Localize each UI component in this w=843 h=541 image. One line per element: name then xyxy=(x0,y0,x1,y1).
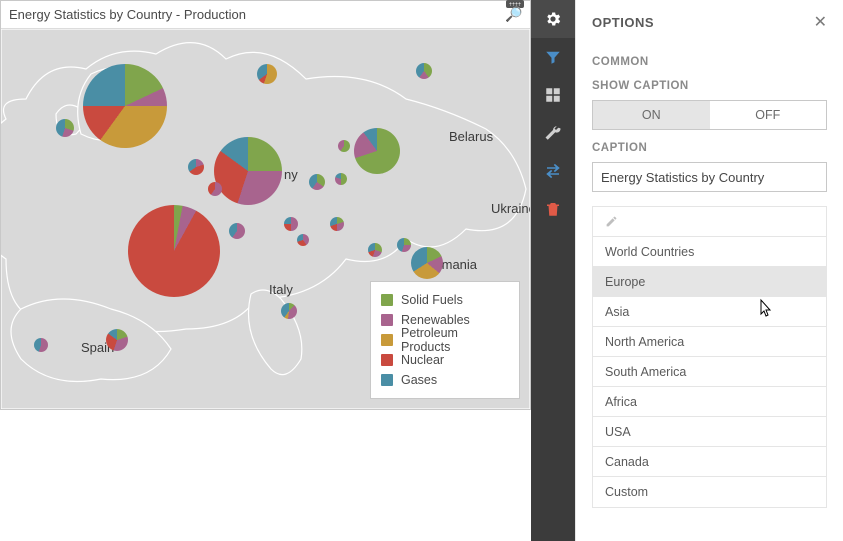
list-item[interactable]: World Countries xyxy=(593,237,826,267)
pie-marker[interactable] xyxy=(34,338,48,352)
filter-icon[interactable] xyxy=(531,38,575,76)
pie-marker[interactable] xyxy=(297,234,309,246)
list-item[interactable]: Custom xyxy=(593,477,826,507)
pie-marker[interactable] xyxy=(354,128,400,174)
map-titlebar: Energy Statistics by Country - Productio… xyxy=(1,1,530,29)
pencil-icon xyxy=(605,215,618,228)
list-item[interactable]: North America xyxy=(593,327,826,357)
delete-icon[interactable] xyxy=(531,190,575,228)
pie-marker[interactable] xyxy=(309,174,325,190)
pie-marker[interactable] xyxy=(335,173,347,185)
panel-title: OPTIONS xyxy=(592,15,814,30)
list-item[interactable]: South America xyxy=(593,357,826,387)
search-icon[interactable]: 🔍 xyxy=(505,6,522,23)
legend-label: Petroleum Products xyxy=(401,326,509,354)
pie-marker[interactable] xyxy=(411,247,443,279)
legend-label: Nuclear xyxy=(401,353,444,367)
region-list: World CountriesEuropeAsiaNorth AmericaSo… xyxy=(592,206,827,508)
legend-item: Gases xyxy=(381,370,509,390)
pie-marker[interactable] xyxy=(229,223,245,239)
toggle-on[interactable]: ON xyxy=(593,101,710,129)
pie-marker[interactable] xyxy=(281,303,297,319)
list-item[interactable]: USA xyxy=(593,417,826,447)
map-area[interactable]: nyPolandBelarusUkraineItalyRomaniaeSpain… xyxy=(1,29,530,409)
section-common: COMMON xyxy=(592,56,827,68)
gear-icon[interactable] xyxy=(531,0,575,38)
list-item[interactable]: Europe xyxy=(593,267,826,297)
legend-swatch xyxy=(381,374,393,386)
pie-marker[interactable] xyxy=(188,159,204,175)
pie-marker[interactable] xyxy=(214,137,282,205)
toggle-off[interactable]: OFF xyxy=(710,101,827,129)
legend-item: Solid Fuels xyxy=(381,290,509,310)
list-item[interactable]: Africa xyxy=(593,387,826,417)
pie-marker[interactable] xyxy=(83,64,167,148)
close-icon[interactable]: ✕ xyxy=(814,12,827,32)
pie-marker[interactable] xyxy=(416,63,432,79)
pie-marker[interactable] xyxy=(338,140,350,152)
caption-input[interactable] xyxy=(592,162,827,192)
options-panel: OPTIONS ✕ COMMON SHOW CAPTION ON OFF CAP… xyxy=(575,0,843,541)
legend-swatch xyxy=(381,354,393,366)
legend-item: Petroleum Products xyxy=(381,330,509,350)
pie-marker[interactable] xyxy=(330,217,344,231)
legend-label: Solid Fuels xyxy=(401,293,463,307)
legend-label: Renewables xyxy=(401,313,470,327)
section-caption: CAPTION xyxy=(592,142,827,154)
side-toolbar xyxy=(531,0,575,541)
pie-marker[interactable] xyxy=(257,64,277,84)
map-legend: Solid FuelsRenewablesPetroleum ProductsN… xyxy=(370,281,520,399)
wrench-icon[interactable] xyxy=(531,114,575,152)
list-item[interactable]: Canada xyxy=(593,447,826,477)
layout-icon[interactable] xyxy=(531,76,575,114)
pie-marker[interactable] xyxy=(128,205,220,297)
legend-swatch xyxy=(381,334,393,346)
section-show-caption: SHOW CAPTION xyxy=(592,80,827,92)
list-item-edit[interactable] xyxy=(593,207,826,237)
map-title: Energy Statistics by Country - Productio… xyxy=(9,7,505,22)
pie-marker[interactable] xyxy=(368,243,382,257)
legend-label: Gases xyxy=(401,373,437,387)
pie-marker[interactable] xyxy=(284,217,298,231)
legend-swatch xyxy=(381,294,393,306)
pie-marker[interactable] xyxy=(106,329,128,351)
swap-icon[interactable] xyxy=(531,152,575,190)
map-panel: Energy Statistics by Country - Productio… xyxy=(0,0,531,410)
legend-swatch xyxy=(381,314,393,326)
list-item[interactable]: Asia xyxy=(593,297,826,327)
pie-marker[interactable] xyxy=(397,238,411,252)
show-caption-toggle: ON OFF xyxy=(592,100,827,130)
pie-marker[interactable] xyxy=(208,182,222,196)
pie-marker[interactable] xyxy=(56,119,74,137)
